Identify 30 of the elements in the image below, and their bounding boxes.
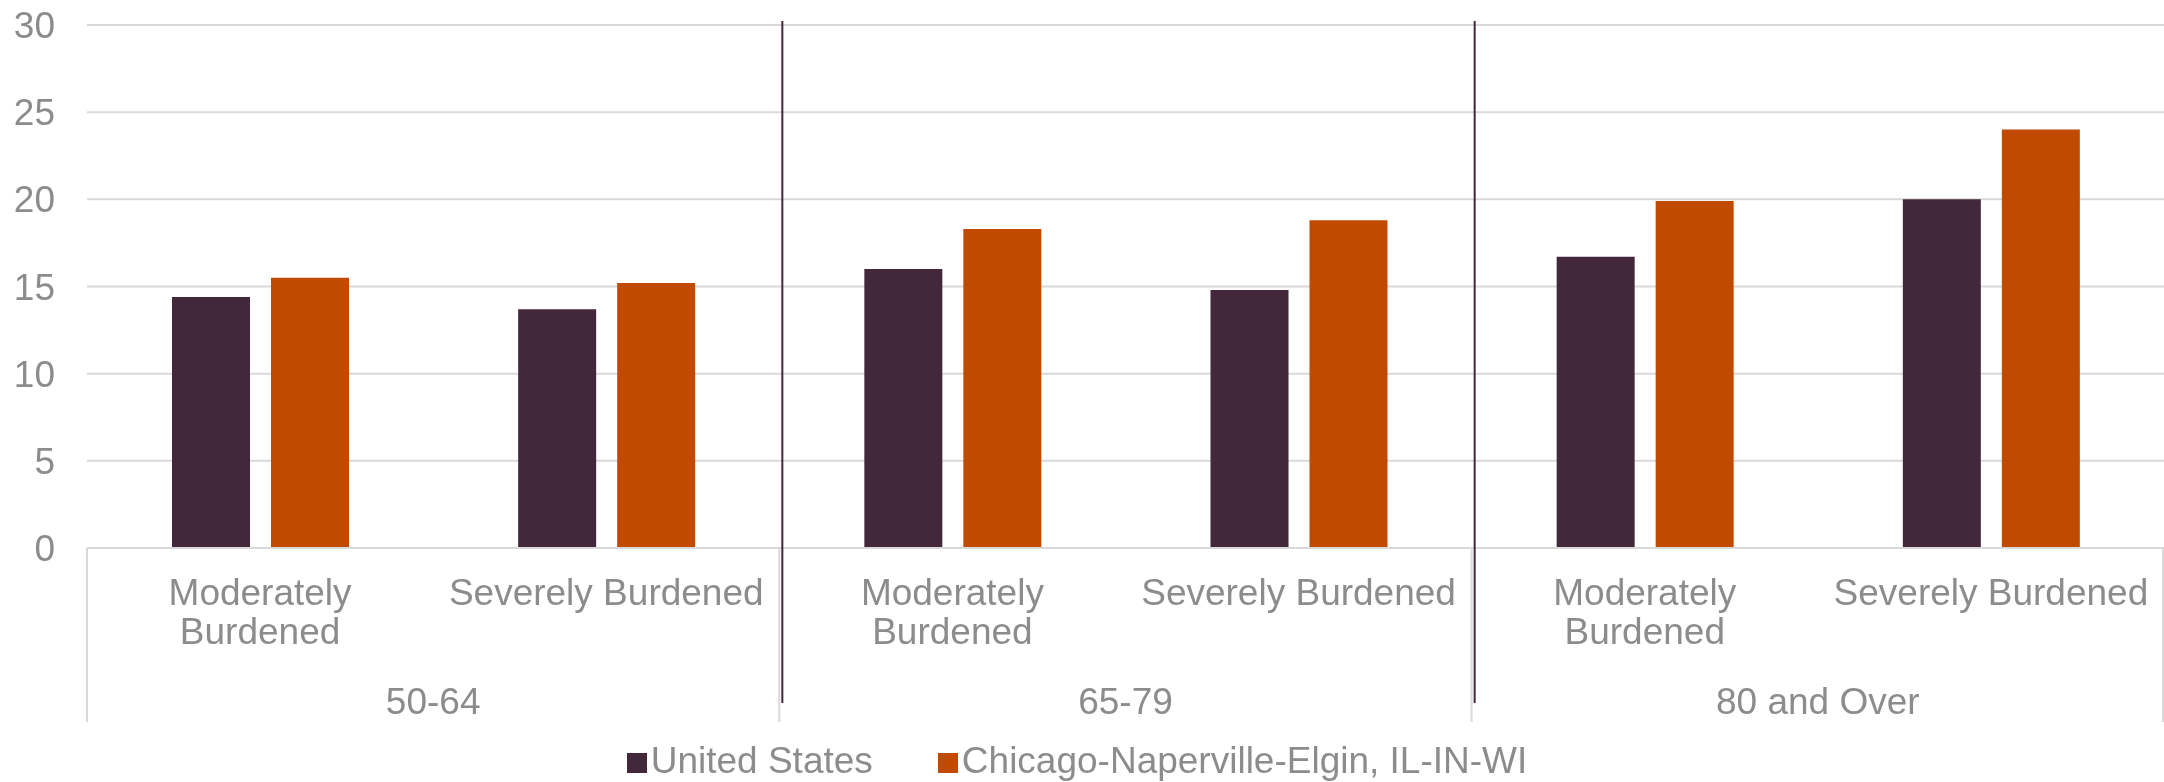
bar — [172, 296, 250, 548]
bar — [864, 269, 943, 548]
y-tick-label: 0 — [34, 528, 55, 570]
x-tick-label: Severely Burdened — [1833, 571, 2149, 613]
legend-label: Chicago-Naperville-Elgin, IL-IN-WI — [961, 740, 1528, 781]
bar — [1902, 199, 1981, 548]
bar — [1309, 220, 1388, 548]
y-tick-label: 10 — [13, 353, 55, 395]
x-tick-label: Moderately Burdened — [1553, 571, 1737, 652]
x-tick-label: Moderately Burdened — [168, 571, 353, 652]
y-tick-label: 5 — [34, 440, 55, 482]
text: 65-79 — [1078, 680, 1173, 722]
bar — [1210, 289, 1289, 548]
y-tick-label: 20 — [13, 179, 55, 221]
bar — [518, 309, 597, 548]
bar — [1556, 256, 1635, 548]
x-tick-label: Moderately Burdened — [860, 571, 1045, 652]
text: 80 and Over — [1716, 680, 1920, 722]
x-tick-label: Severely Burdened — [448, 571, 764, 613]
y-tick-label: 15 — [13, 266, 55, 308]
bar — [1655, 201, 1734, 548]
bar — [617, 283, 696, 548]
y-tick-label: 30 — [13, 5, 55, 47]
x-tick-label: Severely Burdened — [1141, 571, 1456, 613]
text: 50-64 — [385, 680, 481, 722]
bar — [2001, 129, 2080, 548]
bar — [963, 228, 1042, 548]
bar — [271, 277, 349, 548]
y-tick-label: 25 — [13, 92, 55, 134]
legend-label: United States — [650, 740, 873, 781]
